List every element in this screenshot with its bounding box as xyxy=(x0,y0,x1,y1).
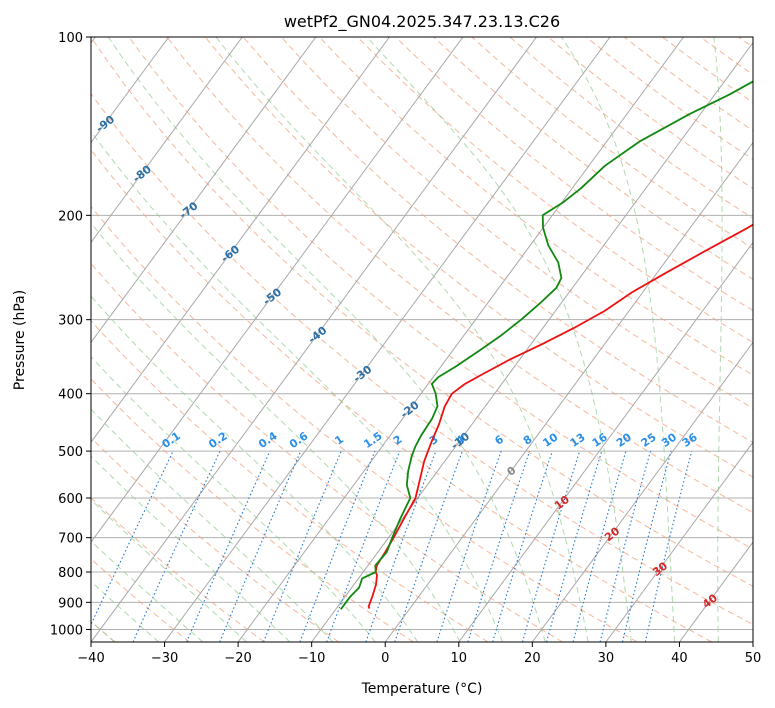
dry-adiabat xyxy=(319,37,753,376)
y-tick-label: 800 xyxy=(58,566,83,581)
y-axis-label: Pressure (hPa) xyxy=(12,290,28,390)
temperature-profile xyxy=(367,223,753,609)
x-tick-label: 10 xyxy=(451,651,468,666)
mixing-ratio-line xyxy=(467,450,531,642)
moist-adiabat xyxy=(560,37,676,642)
moist-adiabat xyxy=(91,540,204,642)
y-tick-label: 200 xyxy=(58,209,83,224)
x-tick-label: −10 xyxy=(298,651,325,666)
isotherm xyxy=(384,141,753,642)
isotherm-lines xyxy=(91,37,753,642)
isotherm xyxy=(164,37,611,642)
isobar-grid xyxy=(91,37,753,630)
x-axis-ticks: −40 −30 −20 −10 0 10 20 30 40 50 xyxy=(77,642,761,666)
moist-adiabat xyxy=(91,455,291,642)
y-tick-label: 500 xyxy=(58,445,83,460)
moist-adiabat xyxy=(107,37,546,642)
mixing-ratio-line xyxy=(394,450,463,642)
isotherm xyxy=(311,41,753,642)
mixing-ratio-line xyxy=(326,450,401,642)
x-tick-label: 50 xyxy=(745,651,762,666)
x-tick-label: −20 xyxy=(224,651,251,666)
y-tick-label: 900 xyxy=(58,596,83,611)
y-tick-label: 300 xyxy=(58,314,83,329)
isotherm xyxy=(531,341,753,642)
mixing-ratio-line xyxy=(622,450,672,642)
dewpoint-profile xyxy=(340,80,753,610)
y-tick-label: 100 xyxy=(58,31,83,46)
mixing-ratio-line xyxy=(521,450,581,642)
x-tick-label: 30 xyxy=(598,651,615,666)
dry-adiabat xyxy=(91,205,638,642)
isotherm xyxy=(91,37,243,244)
moist-adiabat xyxy=(91,355,376,642)
plot-frame xyxy=(90,36,754,643)
x-tick-label: −40 xyxy=(77,651,104,666)
moist-adiabat xyxy=(713,37,723,642)
y-axis-ticks: 100 200 300 400 500 600 700 800 900 1000 xyxy=(50,31,91,638)
dry-adiabat xyxy=(91,262,563,642)
x-tick-label: −30 xyxy=(151,651,178,666)
chart-title: wetPf2_GN04.2025.347.23.13.C26 xyxy=(284,12,560,32)
dry-adiabat xyxy=(91,378,414,642)
mixing-ratio-line xyxy=(492,450,553,642)
isotherm xyxy=(605,441,753,642)
moist-adiabat xyxy=(91,222,461,642)
moist-adiabat xyxy=(91,295,419,642)
moist-adiabat xyxy=(366,37,632,642)
y-tick-label: 400 xyxy=(58,388,83,403)
mixing-ratio-lines xyxy=(91,450,693,642)
mixing-ratio-line xyxy=(546,450,603,642)
moist-adiabat xyxy=(91,499,247,642)
isotherm xyxy=(91,37,537,642)
x-tick-label: 20 xyxy=(524,651,541,666)
y-tick-label: 1000 xyxy=(50,623,83,638)
isotherm xyxy=(91,37,170,144)
isotherm xyxy=(91,37,464,543)
moist-adiabat xyxy=(215,37,589,642)
dry-adiabat xyxy=(357,37,753,344)
profile-series xyxy=(340,80,753,610)
moist-adiabat xyxy=(91,130,504,642)
isotherm xyxy=(91,37,317,344)
mixing-ratio-line xyxy=(299,450,376,642)
moist-adiabat-lines xyxy=(91,37,723,642)
mixing-ratio-line xyxy=(365,450,437,642)
dry-adiabat xyxy=(91,37,753,587)
x-tick-label: 0 xyxy=(381,651,389,666)
moist-adiabat xyxy=(91,580,160,642)
mixing-ratio-line xyxy=(572,450,627,642)
mixing-ratio-line xyxy=(262,450,342,642)
mixing-ratio-line xyxy=(186,450,271,642)
mixing-ratio-line xyxy=(644,450,693,642)
y-tick-label: 700 xyxy=(58,532,83,547)
dry-adiabat xyxy=(91,149,713,642)
dry-adiabat xyxy=(395,37,753,312)
mixing-ratio-line xyxy=(436,450,502,642)
isotherm xyxy=(458,241,753,642)
plot-area: 0.10.20.40.611.52346810131620253036-100-… xyxy=(91,37,753,642)
isotherm xyxy=(237,37,685,642)
x-tick-label: 40 xyxy=(671,651,688,666)
x-axis-label: Temperature (°C) xyxy=(361,681,483,697)
mixing-ratio-line xyxy=(599,450,652,642)
mixing-ratio-line xyxy=(219,450,302,642)
y-tick-label: 600 xyxy=(58,492,83,507)
isotherm xyxy=(91,37,390,444)
moist-adiabat xyxy=(91,408,334,642)
dry-adiabat xyxy=(91,92,753,626)
dry-adiabat xyxy=(166,37,753,514)
